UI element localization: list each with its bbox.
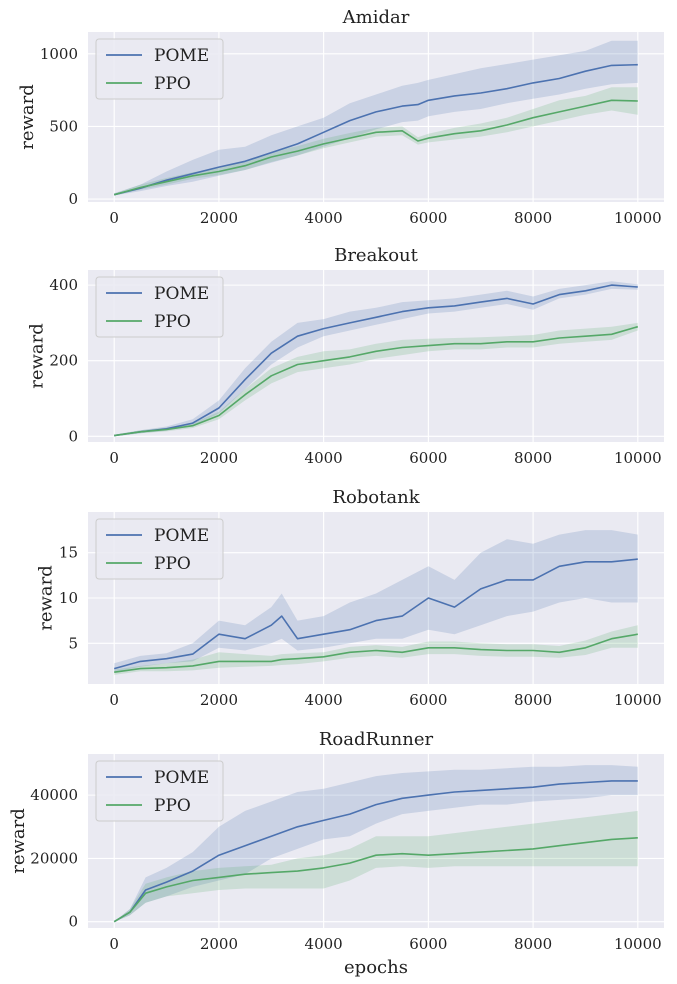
confidence-band-pome [114,281,638,437]
x-tick-label: 2000 [200,449,238,467]
x-tick-label: 0 [109,935,119,953]
series-line-ppo [113,99,638,196]
x-tick-label: 6000 [409,209,447,227]
legend: POME PPO [95,760,224,822]
y-tick-label: 10 [59,589,78,607]
x-tick-label: 4000 [305,935,343,953]
x-tick-label: 8000 [514,449,552,467]
legend-box [95,760,224,822]
y-axis-label: reward [8,808,29,874]
chart-title: RoadRunner [319,729,434,750]
series-line-ppo [114,325,639,437]
x-tick-label: 4000 [305,209,343,227]
series-line-pome [113,780,638,923]
x-tick-label: 10000 [614,935,662,953]
confidence-band-pome [114,765,638,922]
x-tick-label: 10000 [614,449,662,467]
x-tick-label: 8000 [514,209,552,227]
legend-label-pome: POME [154,46,209,66]
y-tick-label: 200 [49,352,78,370]
y-tick-label: 0 [68,190,78,208]
chart-panel-2: 0 2000 4000 6000 8000 10000 0 200 400 Breakout rew… [26,245,664,467]
legend-box [95,38,224,100]
y-tick-label: 15 [59,544,78,562]
legend-label-ppo: PPO [154,312,191,332]
series-line-ppo [113,837,638,923]
confidence-band-ppo [114,810,638,922]
chart-panel-3: 0 2000 4000 6000 8000 10000 5 10 15 Robotank rewar… [36,487,664,709]
x-tick-label: 0 [109,449,119,467]
x-tick-label: 8000 [514,691,552,709]
x-tick-label: 2000 [200,691,238,709]
chart-title: Robotank [332,487,420,508]
series-line-pome [113,558,638,670]
series-line-pome [114,63,638,196]
x-tick-label: 0 [109,691,119,709]
y-axis-label: reward [36,565,57,631]
y-tick-label: 400 [49,276,78,294]
series-line-ppo [114,633,638,673]
chart-panel-1: 0 2000 4000 6000 8000 10000 0 500 1000 Amidar rewa… [17,7,664,227]
legend-label-ppo: PPO [154,554,191,574]
confidence-band-ppo [114,87,638,196]
chart-title: Breakout [334,245,419,266]
x-tick-label: 6000 [409,449,447,467]
confidence-band-ppo [114,322,638,437]
y-axis-label: reward [26,323,47,389]
confidence-band-pome [114,40,638,196]
y-axis-label: reward [17,84,38,150]
x-tick-label: 10000 [614,691,662,709]
chart-panel-4: 0 2000 4000 6000 8000 10000 0 20000 40000 RoadRun… [8,729,664,978]
x-tick-label: 0 [109,209,119,227]
confidence-band-pome [114,530,638,673]
x-tick-label: 8000 [514,935,552,953]
y-tick-label: 20000 [30,849,78,867]
legend: POME PPO [95,276,224,338]
legend-label-ppo: PPO [154,796,191,816]
y-tick-label: 1000 [40,45,78,63]
series-line-pome [114,284,638,437]
legend-box [95,276,224,338]
y-tick-label: 5 [68,634,78,652]
x-tick-label: 6000 [409,935,447,953]
x-tick-label: 4000 [305,449,343,467]
x-tick-label: 6000 [409,691,447,709]
x-tick-label: 2000 [200,935,238,953]
y-tick-label: 500 [49,117,78,135]
x-axis-label: epochs [344,957,408,978]
legend: POME PPO [95,38,224,100]
legend-box [95,518,224,580]
legend-label-ppo: PPO [154,74,191,94]
chart-title: Amidar [342,7,410,28]
legend-label-pome: POME [154,526,209,546]
x-tick-label: 10000 [614,209,662,227]
x-tick-label: 4000 [305,691,343,709]
y-tick-label: 40000 [30,786,78,804]
x-tick-label: 2000 [200,209,238,227]
y-tick-label: 0 [68,427,78,445]
legend-label-pome: POME [154,284,209,304]
y-tick-label: 0 [68,913,78,931]
legend-label-pome: POME [154,768,209,788]
legend: POME PPO [95,518,224,580]
